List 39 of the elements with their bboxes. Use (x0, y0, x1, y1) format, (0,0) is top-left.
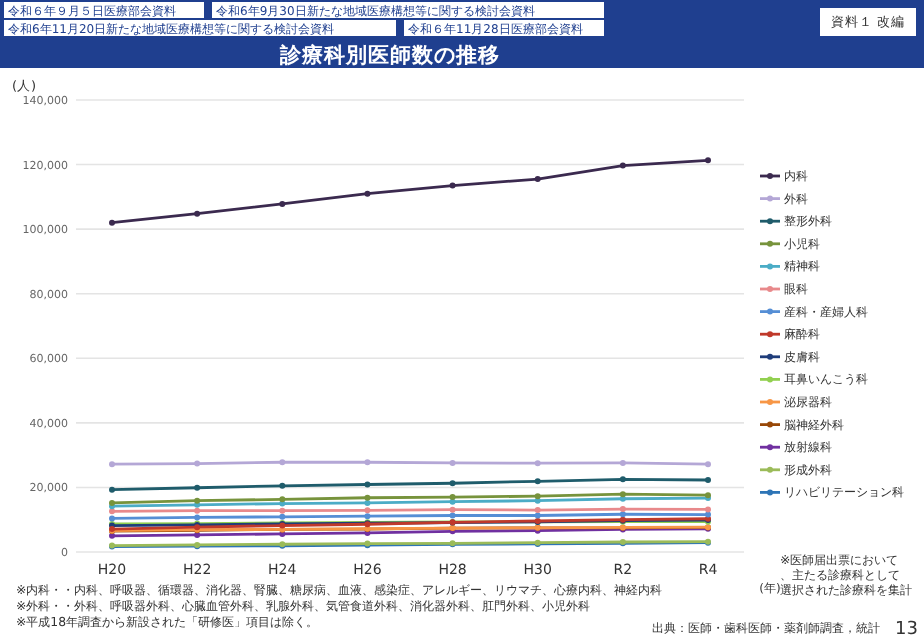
point (364, 513, 371, 520)
point (705, 461, 711, 468)
point (449, 512, 456, 519)
text: 13 (895, 620, 918, 640)
point (194, 484, 201, 491)
line-series (109, 157, 711, 226)
point (194, 460, 201, 467)
point (705, 506, 711, 513)
point (449, 459, 456, 466)
point (705, 157, 711, 164)
point (109, 486, 115, 493)
point (109, 461, 115, 468)
point (279, 513, 286, 520)
point (279, 482, 286, 489)
point (619, 162, 626, 169)
point (534, 512, 541, 519)
point (705, 477, 711, 483)
point (364, 481, 371, 488)
point (279, 459, 286, 466)
point (619, 511, 626, 518)
point (619, 476, 626, 483)
point (109, 219, 115, 226)
point (534, 478, 541, 485)
point (364, 459, 371, 466)
point (364, 190, 371, 197)
point (279, 200, 286, 207)
point (364, 507, 371, 514)
point (364, 494, 371, 501)
point (534, 460, 541, 467)
point (109, 515, 115, 522)
point (534, 176, 541, 183)
point (449, 182, 456, 189)
point (449, 506, 456, 513)
point (449, 480, 456, 487)
chart-title: 診療科別医師数の推移 (278, 42, 500, 68)
point (194, 210, 201, 217)
point (279, 507, 286, 514)
point (194, 507, 201, 514)
point (194, 514, 201, 521)
